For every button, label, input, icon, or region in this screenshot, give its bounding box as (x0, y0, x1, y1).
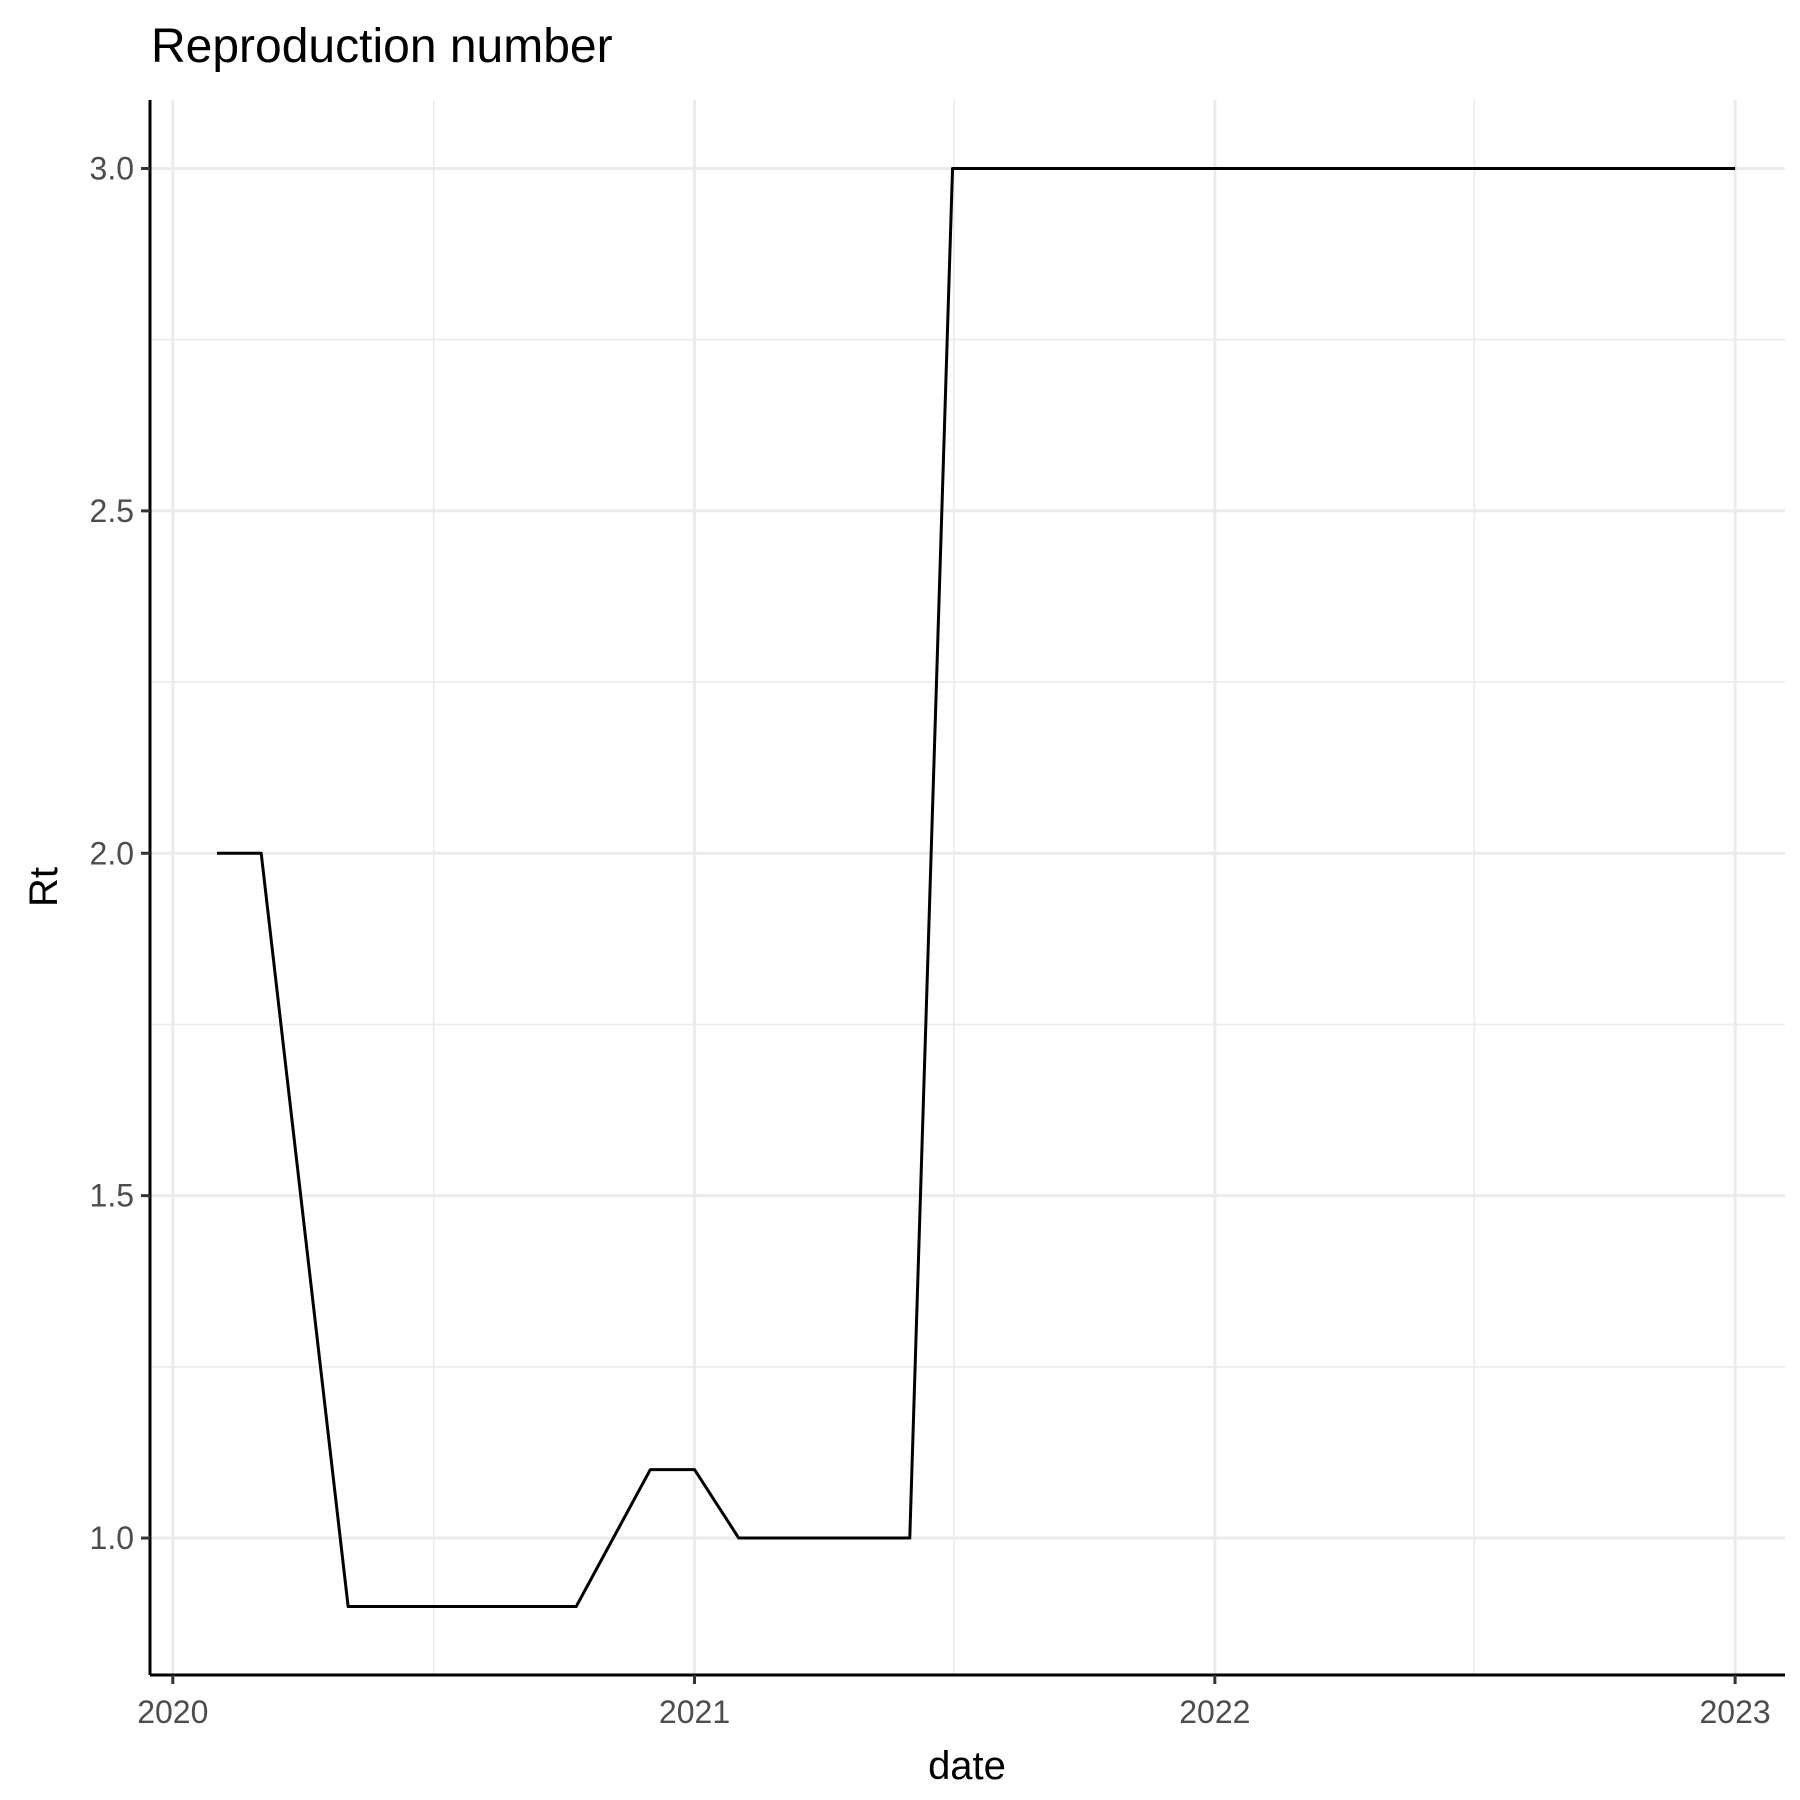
chart-title: Reproduction number (151, 20, 613, 73)
x-tick-label: 2022 (1179, 1694, 1250, 1730)
y-tick-label: 3.0 (90, 150, 134, 186)
y-tick-label: 1.0 (90, 1520, 134, 1556)
y-tick-label: 2.5 (90, 493, 134, 529)
x-tick-label: 2020 (137, 1694, 208, 1730)
y-tick-label: 2.0 (90, 835, 134, 871)
x-tick-label: 2021 (659, 1694, 730, 1730)
x-ticks: 2020 2021 2022 2023 (137, 1675, 1771, 1730)
x-axis-title: date (928, 1744, 1006, 1788)
gridlines (150, 100, 1785, 1675)
y-ticks: 1.0 1.5 2.0 2.5 3.0 (90, 150, 150, 1556)
y-axis-title: Rt (22, 867, 66, 907)
axes (148, 100, 1785, 1677)
series-layer (217, 166, 1736, 1609)
series-line-0 (217, 166, 1736, 1609)
y-tick-label: 1.5 (90, 1178, 134, 1214)
x-tick-label: 2023 (1700, 1694, 1771, 1730)
